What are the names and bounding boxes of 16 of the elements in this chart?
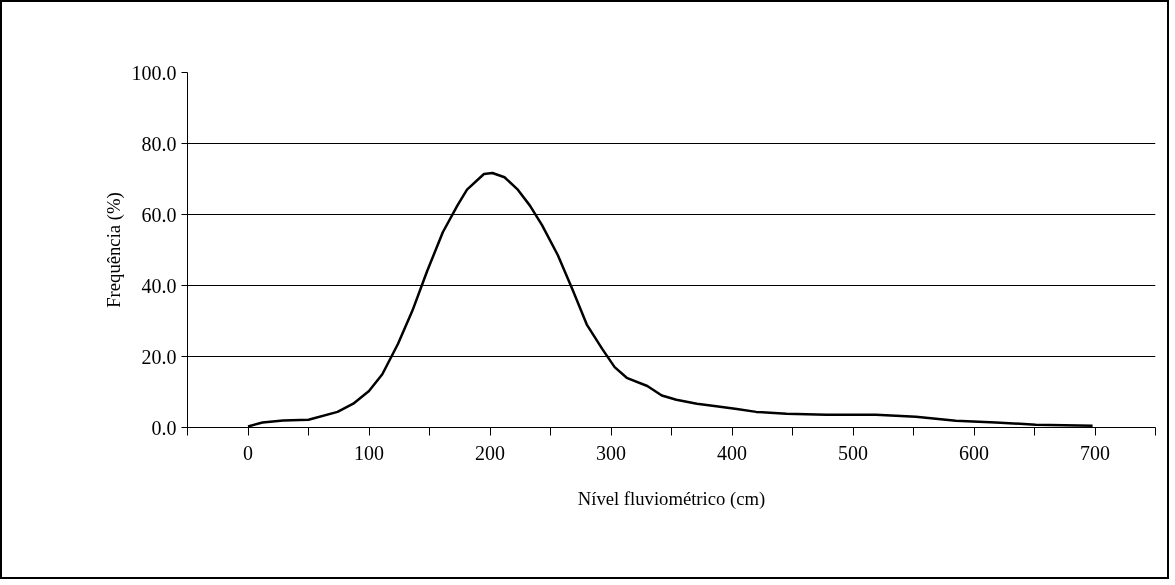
x-tick-label: 200 bbox=[475, 441, 505, 464]
x-tick-label: 600 bbox=[959, 441, 989, 464]
y-axis-title: Frequência (%) bbox=[102, 192, 125, 308]
y-tick-label: 0.0 bbox=[151, 416, 177, 439]
x-tick-label: 700 bbox=[1080, 441, 1110, 464]
y-tick-label: 40.0 bbox=[141, 274, 177, 297]
x-tick-label: 500 bbox=[838, 441, 868, 464]
y-tick-label: 20.0 bbox=[141, 345, 177, 368]
x-tick-label: 300 bbox=[596, 441, 626, 464]
y-tick-label: 100.0 bbox=[131, 61, 177, 84]
x-tick-label: 100 bbox=[354, 441, 384, 464]
y-tick-label: 60.0 bbox=[141, 203, 177, 226]
x-tick-label: 0 bbox=[243, 441, 253, 464]
x-tick-label: 400 bbox=[717, 441, 747, 464]
y-tick-label: 80.0 bbox=[141, 132, 177, 155]
x-axis-title: Nível fluviométrico (cm) bbox=[577, 487, 766, 510]
